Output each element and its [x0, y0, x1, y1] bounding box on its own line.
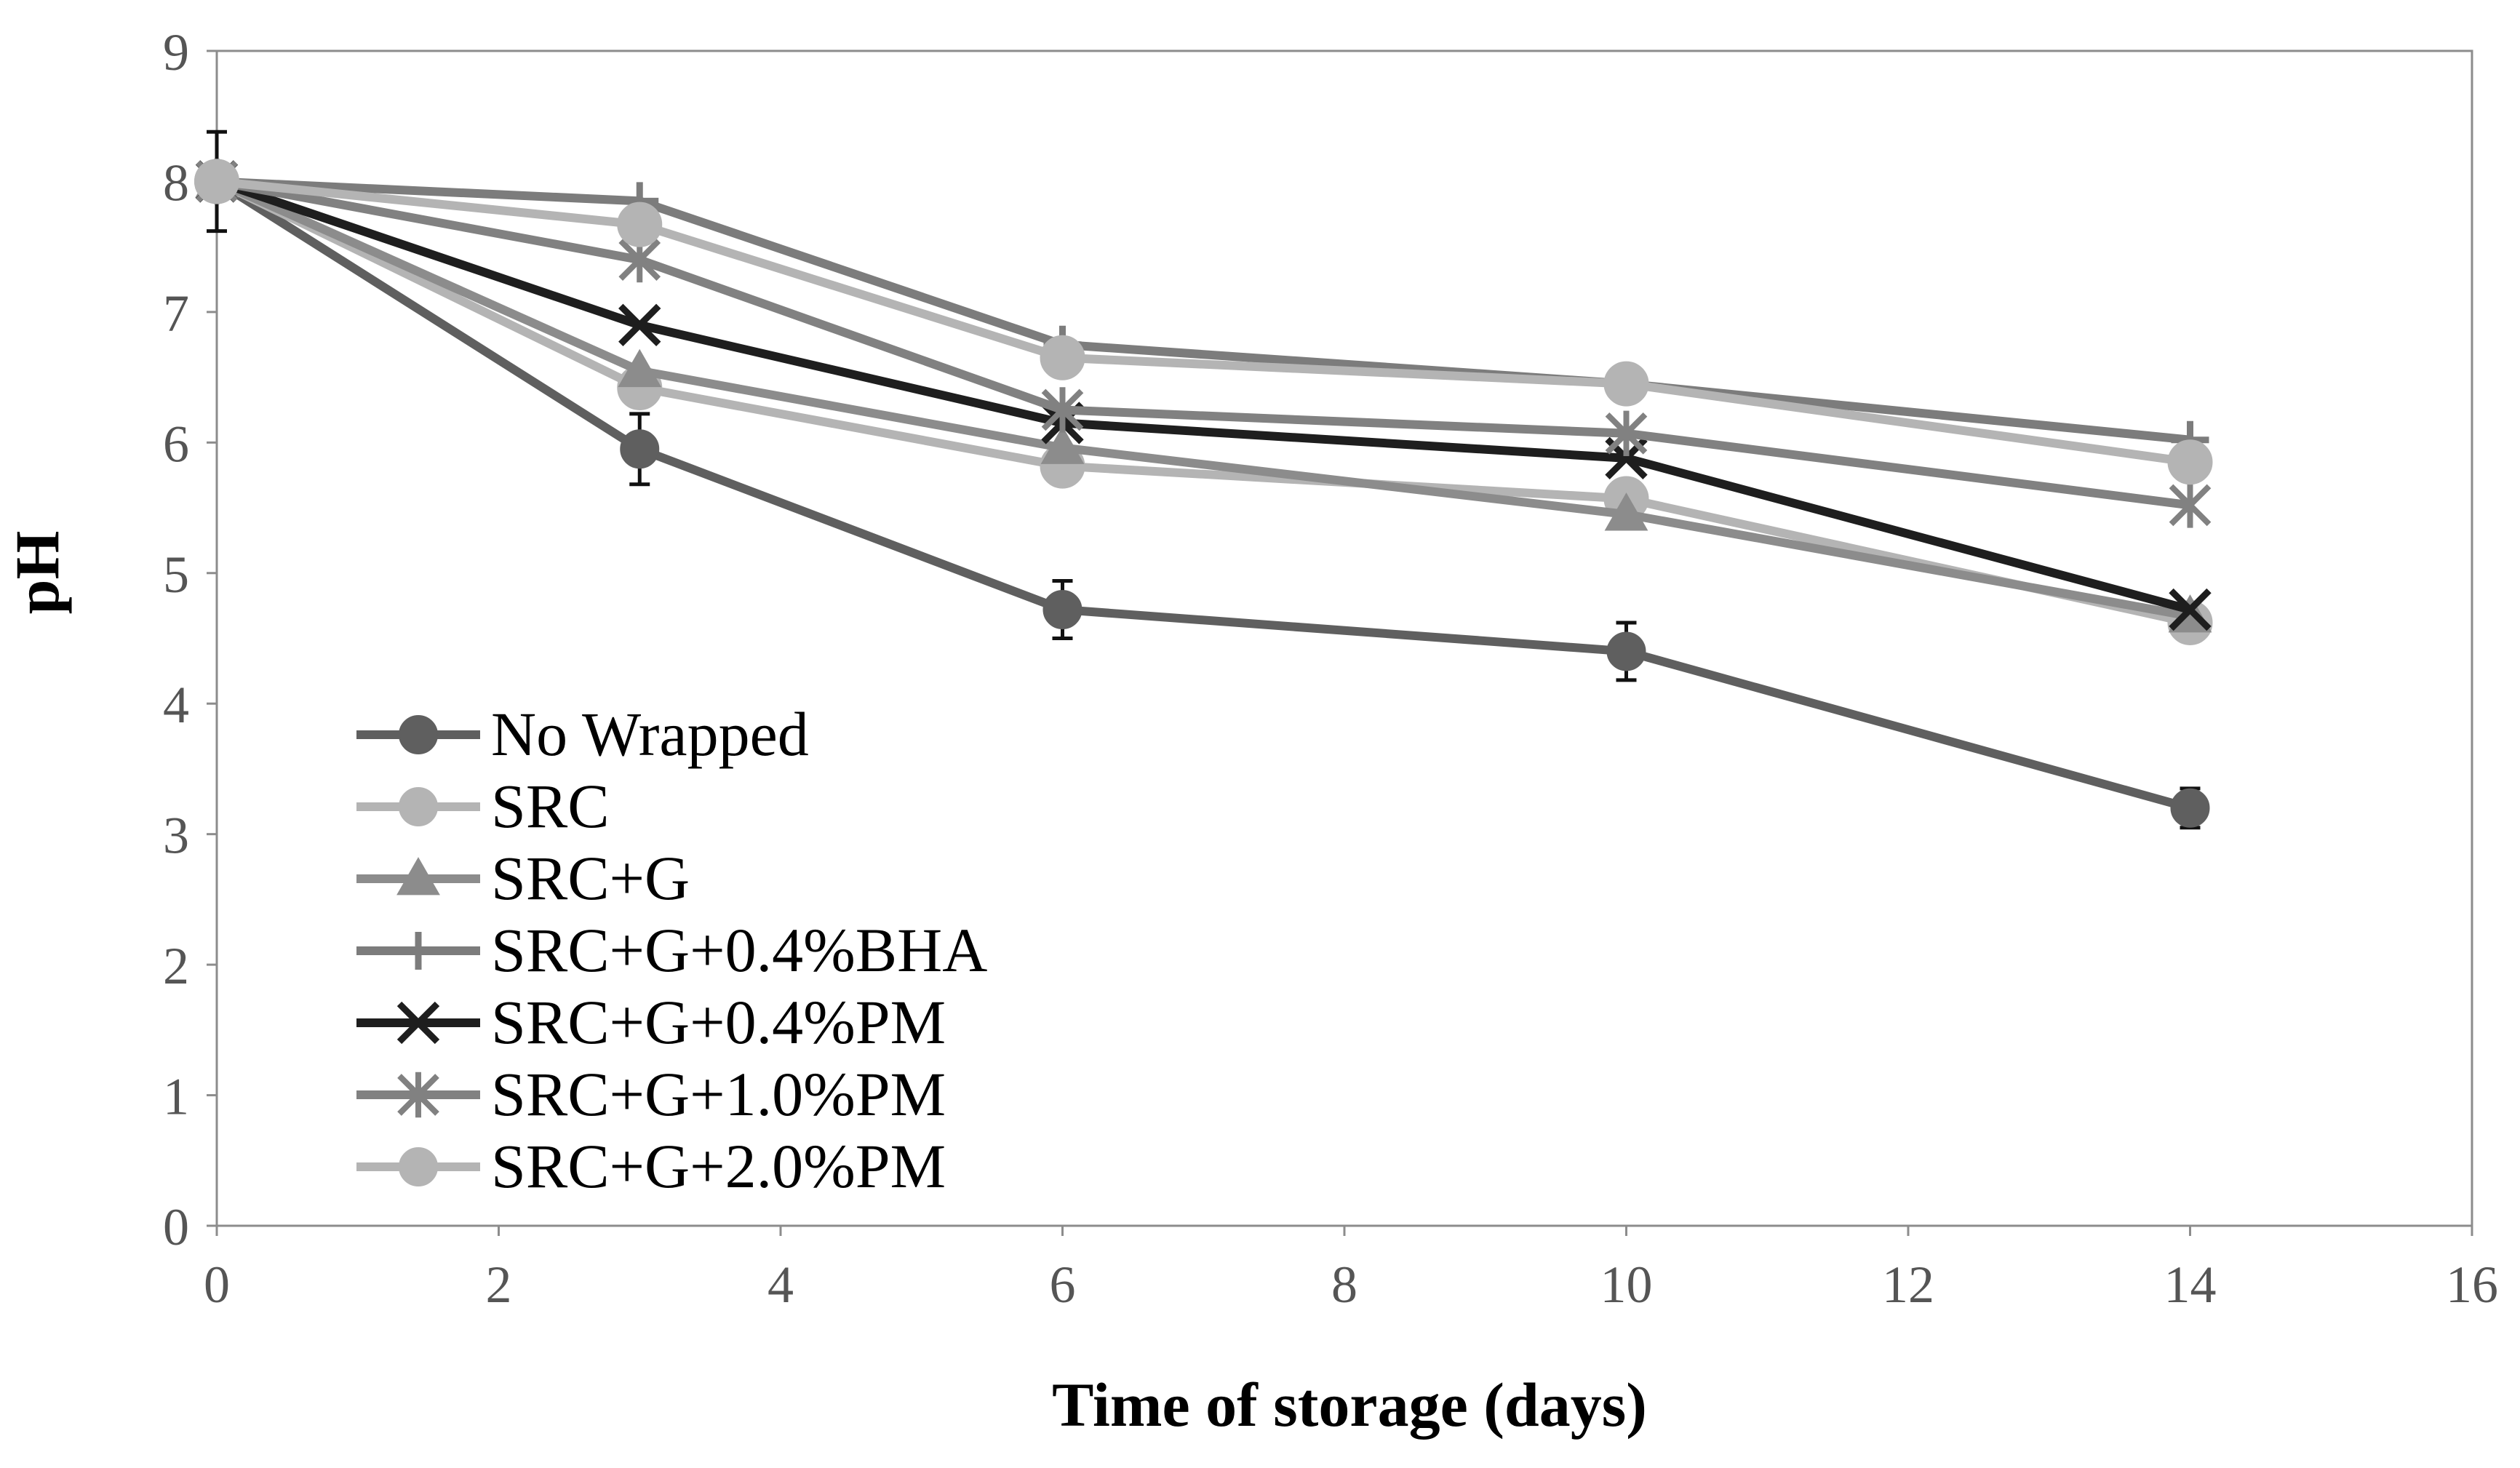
- x-tick-label: 2: [486, 1256, 512, 1314]
- data-point-marker: [618, 348, 662, 388]
- data-point-marker: [620, 429, 660, 469]
- data-point: [1041, 387, 1084, 433]
- data-point: [399, 932, 437, 970]
- data-point-marker: [399, 1147, 438, 1186]
- data-point: [399, 1147, 438, 1186]
- legend-label: SRC+G+0.4%BHA: [491, 915, 987, 985]
- y-tick-label: 0: [163, 1198, 189, 1256]
- data-point: [1040, 335, 1085, 380]
- data-point: [617, 202, 663, 247]
- legend-label: SRC+G+1.0%PM: [491, 1059, 946, 1129]
- data-point: [620, 429, 660, 469]
- y-tick-label: 2: [163, 937, 189, 995]
- y-tick-label: 1: [163, 1068, 189, 1126]
- legend: No WrappedSRCSRC+GSRC+G+0.4%BHASRC+G+0.4…: [356, 699, 987, 1201]
- x-tick-label: 8: [1331, 1256, 1357, 1314]
- data-point-marker: [617, 202, 663, 247]
- x-axis-title: Time of storage (days): [1052, 1370, 1647, 1440]
- legend-label: SRC+G+2.0%PM: [491, 1131, 946, 1201]
- series-layer: [194, 129, 2213, 830]
- data-point: [396, 857, 440, 895]
- x-tick-label: 10: [1600, 1256, 1653, 1314]
- x-tick-label: 14: [2164, 1256, 2217, 1314]
- data-point-marker: [2167, 439, 2213, 485]
- data-point: [399, 715, 438, 754]
- data-point: [194, 159, 239, 204]
- data-point-marker: [1604, 492, 1648, 531]
- x-tick-label: 6: [1050, 1256, 1076, 1314]
- y-tick-label: 4: [163, 676, 189, 734]
- data-point-marker: [1040, 335, 1085, 380]
- legend-item: SRC+G+0.4%PM: [356, 987, 946, 1057]
- data-point-marker: [399, 715, 438, 754]
- series-line: [215, 177, 2191, 621]
- legend-item: SRC+G+0.4%BHA: [356, 915, 987, 985]
- data-point-marker: [399, 787, 438, 826]
- data-point-marker: [2170, 788, 2210, 828]
- y-tick-label: 5: [163, 546, 189, 604]
- data-point: [396, 1001, 440, 1045]
- y-tick-label: 9: [163, 23, 189, 81]
- data-point-marker: [396, 857, 440, 895]
- legend-label: SRC: [491, 771, 610, 841]
- data-point-marker: [1042, 590, 1082, 630]
- data-point: [1603, 361, 1649, 407]
- y-tick-label: 7: [163, 284, 189, 343]
- x-tick-label: 4: [767, 1256, 794, 1314]
- data-point-marker: [1040, 426, 1085, 464]
- data-point-marker: [2169, 588, 2212, 631]
- legend-label: SRC+G+0.4%PM: [491, 987, 946, 1057]
- data-point-marker: [396, 1001, 440, 1045]
- series-line: [215, 177, 2192, 614]
- data-point: [2169, 482, 2212, 528]
- y-tick-label: 3: [163, 807, 189, 865]
- legend-item: SRC+G: [356, 843, 690, 913]
- legend-item: No Wrapped: [356, 699, 809, 769]
- legend-item: SRC+G+2.0%PM: [356, 1131, 946, 1201]
- data-point: [399, 787, 438, 826]
- data-point: [1606, 631, 1646, 671]
- x-tick-label: 12: [1882, 1256, 1934, 1314]
- legend-item: SRC: [356, 771, 610, 841]
- data-point-marker: [194, 159, 239, 204]
- series-line: [215, 177, 2191, 510]
- x-tick-label: 0: [204, 1256, 230, 1314]
- data-point: [2167, 439, 2213, 485]
- data-point: [2169, 588, 2212, 631]
- data-point-marker: [1606, 631, 1646, 671]
- series-src-g-2-0-pm: [194, 159, 2213, 485]
- x-tick-label: 16: [2446, 1256, 2498, 1314]
- data-point: [618, 348, 662, 388]
- legend-label: No Wrapped: [491, 699, 809, 769]
- data-point: [1604, 492, 1648, 531]
- data-point: [1040, 426, 1085, 464]
- data-point: [1042, 590, 1082, 630]
- data-point-marker: [618, 303, 661, 347]
- data-point: [2170, 788, 2210, 828]
- y-tick-label: 8: [163, 153, 189, 212]
- data-point: [1605, 410, 1648, 456]
- y-tick-label: 6: [163, 415, 189, 473]
- data-point-marker: [1603, 361, 1649, 407]
- legend-item: SRC+G+1.0%PM: [356, 1059, 946, 1129]
- y-axis-title: pH: [2, 531, 72, 615]
- data-point: [618, 303, 661, 347]
- data-point: [397, 1072, 439, 1118]
- series-line: [215, 177, 2191, 627]
- legend-label: SRC+G: [491, 843, 690, 913]
